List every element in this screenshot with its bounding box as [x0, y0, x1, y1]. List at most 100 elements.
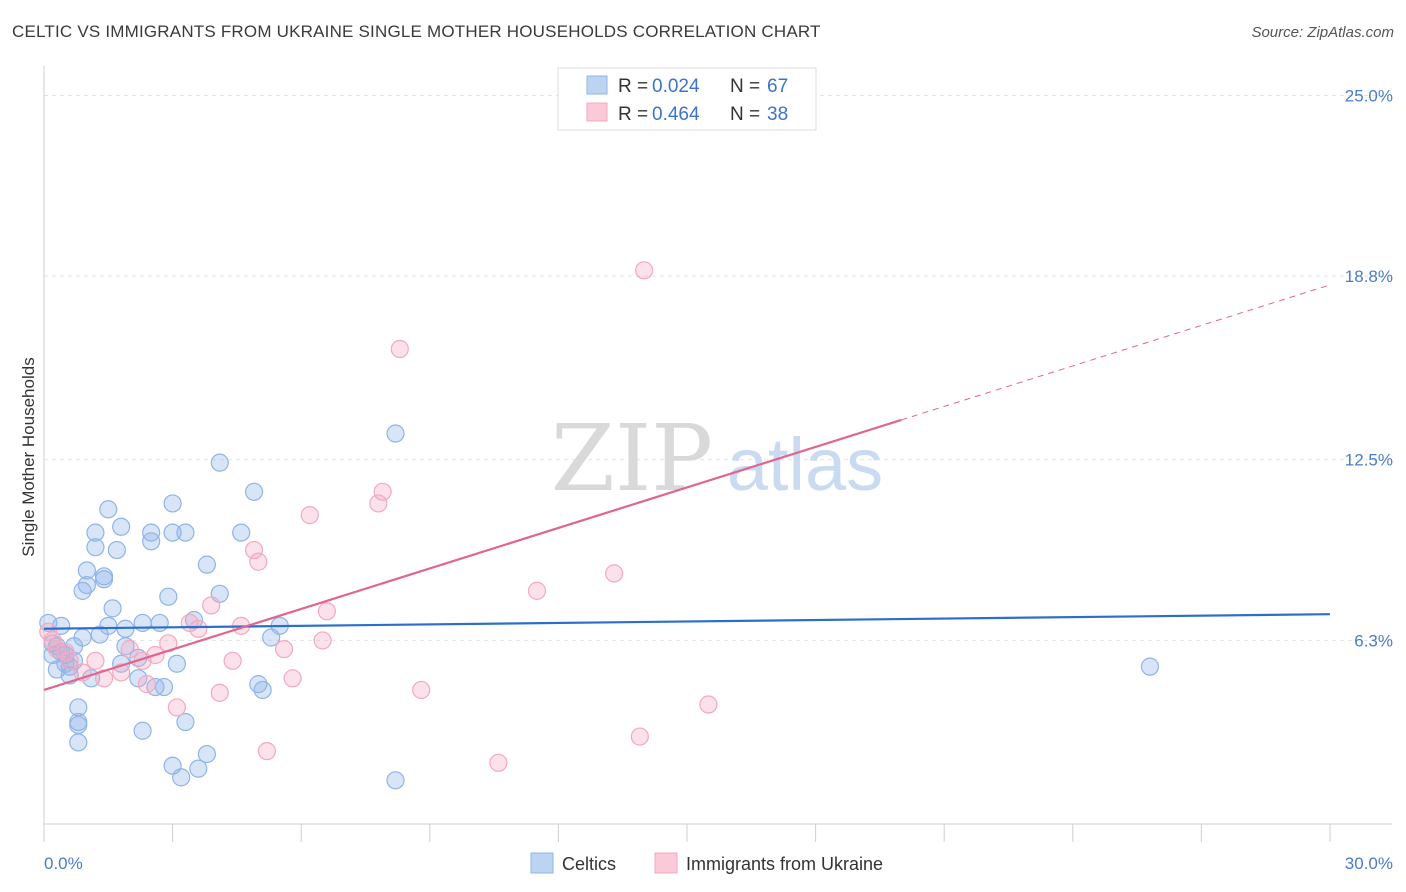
top-legend: R = 0.024 N = 67 R = 0.464 N = 38 — [557, 67, 817, 131]
ukraine-point-38 — [699, 695, 718, 714]
trend-line-celtics — [43, 613, 1331, 630]
celtics-point-56 — [232, 523, 251, 542]
grid-lines — [44, 94, 1392, 641]
celtics-point-62 — [386, 424, 405, 443]
ukraine-point-9 — [120, 640, 139, 659]
legend-swatch-celtics — [586, 75, 608, 95]
bottom-legend-swatch-celtics — [530, 852, 554, 874]
celtics-point-18 — [77, 575, 96, 595]
ukraine-point-21 — [244, 540, 264, 560]
ukraine-point-4 — [60, 651, 79, 670]
celtics-point-17 — [73, 628, 92, 647]
celtics-point-43 — [163, 523, 182, 542]
trend-lines — [43, 284, 1331, 692]
celtics-point-52 — [197, 555, 216, 574]
celtics-point-64 — [1140, 657, 1160, 676]
ukraine-point-0 — [39, 622, 58, 641]
ukraine-point-14 — [167, 698, 186, 717]
ukraine-point-29 — [369, 494, 388, 513]
legend-r-value-1: 0.464 — [652, 104, 700, 125]
celtics-point-53 — [197, 744, 216, 764]
celtics-point-49 — [176, 523, 195, 542]
celtics-point-21 — [86, 523, 105, 542]
y-tick-label-1: 12.5% — [1345, 451, 1393, 470]
bottom-legend-label-celtics: Celtics — [562, 854, 616, 874]
y-tick-labels: 6.3% 12.5% 18.8% 25.0% — [1345, 86, 1393, 650]
celtics-point-48 — [176, 712, 195, 732]
legend-n-label-1: N = — [730, 104, 760, 125]
ukraine-point-19 — [223, 651, 242, 670]
ukraine-point-11 — [137, 675, 156, 694]
ukraine-point-31 — [390, 339, 409, 359]
legend-n-value-1: 38 — [767, 104, 788, 125]
ukraine-point-37 — [635, 261, 654, 280]
celtics-point-38 — [142, 523, 161, 542]
legend-r-label-0: R = — [618, 76, 648, 97]
celtics-point-14 — [69, 712, 88, 732]
celtics-point-26 — [99, 616, 118, 635]
legend-r-value-0: 0.024 — [652, 76, 700, 97]
bottom-legend-swatch-ukraine — [654, 852, 678, 874]
ukraine-point-17 — [202, 596, 221, 615]
source-label: Source: ZipAtlas.com — [1251, 24, 1394, 41]
x-tick-labels: 0.0% 30.0% — [44, 854, 1393, 873]
ukraine-point-22 — [249, 552, 268, 571]
y-tick-label-2: 18.8% — [1345, 267, 1393, 286]
celtics-point-27 — [103, 599, 122, 618]
celtics-point-57 — [244, 482, 264, 501]
celtics-point-28 — [107, 540, 126, 560]
celtics-point-55 — [210, 453, 229, 472]
celtics-point-40 — [150, 613, 169, 633]
celtics-point-15 — [69, 733, 88, 752]
celtics-point-35 — [133, 721, 152, 740]
ukraine-point-1 — [43, 631, 62, 650]
axes — [43, 66, 1392, 842]
ukraine-point-6 — [86, 651, 105, 670]
y-axis-label: Single Mother Households — [19, 357, 38, 556]
watermark-zip: ZIP — [551, 405, 713, 512]
celtics-point-47 — [172, 768, 191, 787]
x-tick-label-1: 30.0% — [1345, 854, 1393, 873]
ukraine-point-34 — [527, 581, 547, 600]
ukraine-point-7 — [94, 669, 114, 688]
trend-line-ukraine — [43, 418, 902, 692]
ukraine-point-25 — [283, 669, 302, 688]
bottom-legend: Celtics Immigrants from Ukraine — [530, 852, 883, 874]
celtics-point-25 — [99, 500, 118, 519]
trend-line-ukraine-extension — [901, 284, 1331, 421]
ukraine-point-30 — [373, 482, 392, 501]
ukraine-point-35 — [605, 564, 624, 583]
ukraine-point-16 — [189, 619, 208, 638]
celtics-point-46 — [167, 654, 186, 673]
celtics-point-63 — [386, 771, 405, 790]
celtics-point-29 — [112, 517, 131, 536]
y-tick-label-3: 25.0% — [1345, 86, 1393, 105]
celtics-point-42 — [159, 587, 178, 606]
legend-n-value-0: 67 — [767, 76, 788, 97]
x-tick-label-0: 0.0% — [44, 854, 83, 873]
ukraine-point-23 — [257, 742, 277, 761]
celtics-point-24 — [94, 570, 114, 589]
ukraine-point-36 — [630, 727, 649, 746]
ukraine-point-24 — [274, 640, 294, 659]
celtics-point-44 — [163, 494, 182, 513]
ukraine-point-26 — [300, 506, 319, 525]
chart-title: CELTIC VS IMMIGRANTS FROM UKRAINE SINGLE… — [12, 22, 821, 41]
ukraine-point-32 — [412, 680, 431, 700]
celtics-point-36 — [133, 613, 152, 633]
ukraine-point-33 — [489, 753, 508, 772]
legend-n-label-0: N = — [730, 76, 760, 97]
y-tick-label-0: 6.3% — [1354, 631, 1393, 650]
ukraine-point-3 — [56, 642, 75, 662]
celtics-point-59 — [253, 680, 272, 700]
celtics-point-41 — [154, 677, 174, 697]
legend-r-label-1: R = — [618, 104, 648, 125]
watermark: ZIP atlas — [551, 405, 883, 512]
celtics-point-51 — [189, 759, 208, 778]
watermark-atlas: atlas — [727, 423, 883, 506]
ukraine-point-27 — [313, 631, 332, 650]
ukraine-point-28 — [317, 602, 337, 621]
celtics-point-20 — [86, 538, 105, 557]
ukraine-point-18 — [210, 683, 229, 702]
